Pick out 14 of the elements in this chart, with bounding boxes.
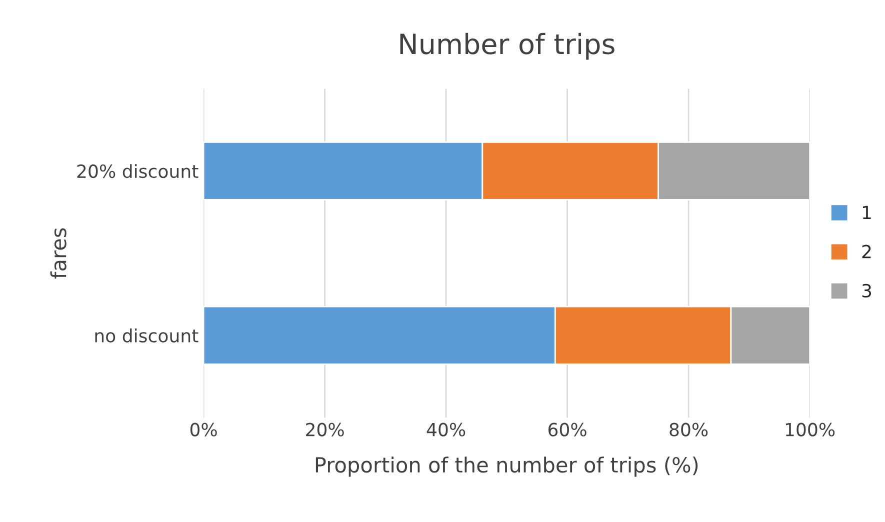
x-tick-label: 60% (548, 422, 586, 436)
x-tick-label: 80% (670, 422, 708, 436)
legend-label: 2 (862, 244, 871, 258)
x-tick-label: 20% (306, 422, 344, 436)
y-axis-title: fares (50, 228, 66, 279)
x-tick-label: 100% (786, 422, 835, 436)
x-tick-label: 0% (190, 422, 217, 436)
y-tick-label: no discount (95, 328, 198, 342)
x-tick-label: 40% (426, 422, 466, 436)
legend-label: 3 (862, 284, 872, 298)
legend-label: 1 (862, 206, 871, 220)
x-axis-title: Proportion of the number of trips (%) (316, 456, 698, 477)
y-tick-label: 20% discount (77, 164, 198, 178)
chart-title: Number of trips (400, 32, 614, 60)
